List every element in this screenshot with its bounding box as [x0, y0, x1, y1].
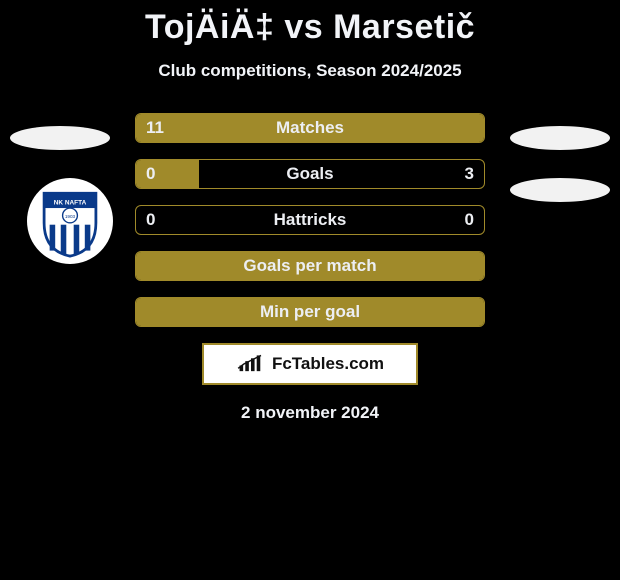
bar-chart-icon [236, 354, 266, 374]
badge-club-name: NK NAFTA [54, 199, 87, 206]
brand-box[interactable]: FcTables.com [202, 343, 418, 385]
bar-min-per-goal: Min per goal [135, 297, 485, 327]
bar-hattricks: 0 Hattricks 0 [135, 205, 485, 235]
badge-year: 1903 [65, 214, 76, 219]
right-photo-placeholder-2 [510, 178, 610, 202]
comparison-bars: 11 Matches 0 Goals 3 0 Hattricks 0 Goals… [135, 113, 485, 327]
bar-goals: 0 Goals 3 [135, 159, 485, 189]
date-line: 2 november 2024 [0, 403, 620, 423]
club-badge: NK NAFTA 1903 [27, 178, 113, 264]
bar-label: Hattricks [136, 206, 484, 234]
bar-goals-per-match: Goals per match [135, 251, 485, 281]
brand-text: FcTables.com [272, 354, 384, 374]
bar-value-right: 3 [465, 160, 474, 188]
bar-matches: 11 Matches [135, 113, 485, 143]
left-photo-placeholder [10, 126, 110, 150]
page-title: TojÄiÄ‡ vs Marsetič [0, 0, 620, 47]
bar-label: Matches [136, 114, 484, 142]
bar-label: Goals [136, 160, 484, 188]
page-subtitle: Club competitions, Season 2024/2025 [0, 61, 620, 81]
club-badge-svg: NK NAFTA 1903 [33, 184, 107, 258]
right-photo-placeholder-1 [510, 126, 610, 150]
bar-label: Min per goal [136, 298, 484, 326]
bar-label: Goals per match [136, 252, 484, 280]
bar-value-right: 0 [465, 206, 474, 234]
